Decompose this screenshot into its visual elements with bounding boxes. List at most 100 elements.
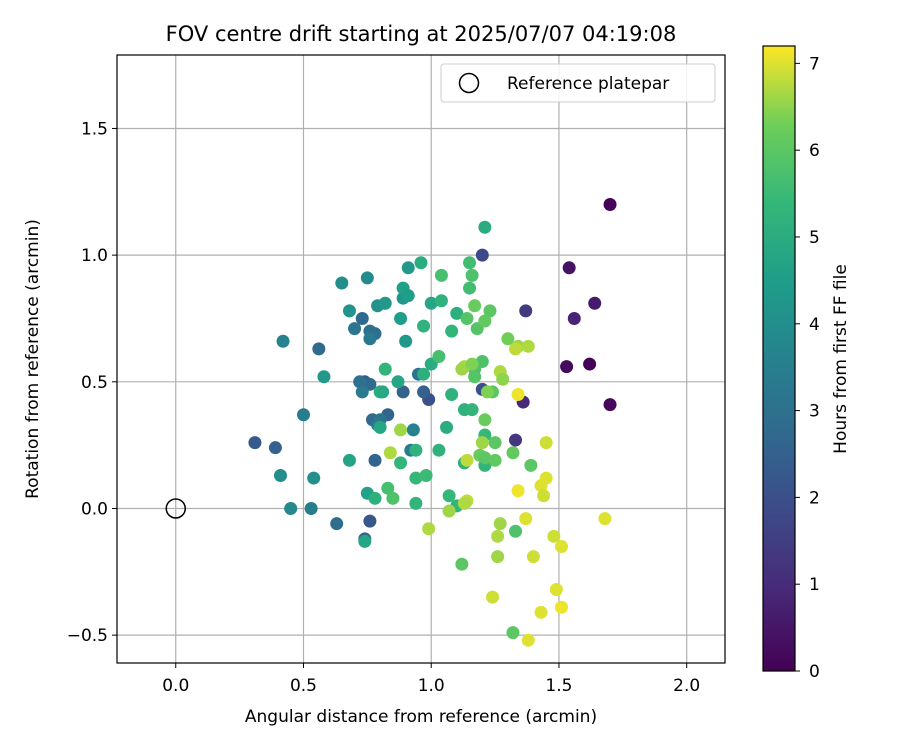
- data-point: [555, 600, 569, 614]
- data-point: [506, 446, 520, 460]
- data-point: [478, 413, 492, 427]
- legend-reference-marker: [458, 72, 480, 94]
- data-point: [539, 436, 553, 450]
- data-point: [450, 306, 464, 320]
- data-point: [307, 471, 321, 485]
- data-point: [463, 256, 477, 270]
- data-point: [442, 504, 456, 518]
- data-point: [445, 387, 459, 401]
- y-axis-label: Rotation from reference (arcmin): [23, 219, 43, 499]
- data-point: [304, 501, 318, 515]
- data-point: [419, 469, 433, 483]
- data-point: [424, 296, 438, 310]
- y-tick-label: 0.5: [81, 373, 108, 393]
- data-point: [509, 524, 523, 538]
- data-point: [506, 626, 520, 640]
- data-point: [440, 420, 454, 434]
- data-point: [422, 522, 436, 536]
- data-point: [598, 512, 612, 526]
- data-point: [475, 355, 489, 369]
- colorbar-gradient: [762, 45, 796, 672]
- colorbar-ticks: 0 1 2 3 4 5 6 7: [795, 54, 820, 682]
- data-point: [519, 512, 533, 526]
- data-point: [483, 304, 497, 318]
- data-point: [363, 332, 377, 346]
- data-point: [417, 319, 431, 333]
- data-point: [603, 197, 617, 211]
- legend: Reference platepar: [440, 63, 716, 103]
- data-point: [386, 491, 400, 505]
- data-point: [562, 261, 576, 275]
- data-point: [414, 256, 428, 270]
- colorbar-tick-label: 1: [809, 575, 820, 595]
- data-point: [519, 304, 533, 318]
- data-point: [432, 349, 446, 363]
- data-point: [555, 539, 569, 553]
- data-point: [353, 375, 367, 389]
- data-point: [521, 339, 535, 353]
- data-point: [465, 268, 479, 282]
- data-point: [511, 484, 525, 498]
- colorbar-tick-label: 0: [809, 662, 820, 682]
- y-tick-label: −0.5: [67, 626, 108, 646]
- data-point: [409, 471, 423, 485]
- data-point: [539, 471, 553, 485]
- data-point: [378, 296, 392, 310]
- data-point: [457, 496, 471, 510]
- data-point: [394, 423, 408, 437]
- data-point: [363, 514, 377, 528]
- x-tick-label: 2.0: [673, 676, 700, 696]
- data-point: [401, 289, 415, 303]
- data-point: [342, 304, 356, 318]
- data-point: [491, 550, 505, 564]
- data-point: [296, 408, 310, 422]
- data-point: [501, 332, 515, 346]
- data-point: [330, 517, 344, 531]
- data-point: [360, 271, 374, 285]
- data-point: [475, 436, 489, 450]
- x-axis-ticks: 0.0 0.5 1.0 1.5 2.0: [162, 663, 700, 696]
- data-point: [486, 590, 500, 604]
- data-point: [465, 403, 479, 417]
- data-point: [394, 311, 408, 325]
- data-point: [491, 529, 505, 543]
- data-point: [383, 446, 397, 460]
- data-point: [603, 398, 617, 412]
- data-point: [335, 276, 349, 290]
- data-point: [432, 443, 446, 457]
- y-tick-label: 1.5: [81, 119, 108, 139]
- data-point: [521, 633, 535, 647]
- data-point: [534, 605, 548, 619]
- data-point: [355, 385, 369, 399]
- reference-marker-layer: [165, 498, 187, 519]
- chart-title: FOV centre drift starting at 2025/07/07 …: [166, 22, 677, 46]
- data-point: [460, 311, 474, 325]
- x-tick-label: 1.5: [545, 676, 572, 696]
- plot-frame: [116, 54, 726, 664]
- x-tick-label: 1.0: [418, 676, 445, 696]
- y-axis-ticks: −0.5 0.0 0.5 1.0 1.5: [67, 119, 117, 646]
- data-point: [480, 385, 494, 399]
- data-point: [478, 220, 492, 234]
- data-point: [537, 489, 551, 503]
- data-point: [394, 456, 408, 470]
- colorbar-tick-label: 3: [809, 402, 820, 422]
- colorbar-tick-label: 7: [809, 54, 820, 74]
- data-point: [409, 496, 423, 510]
- data-point: [511, 387, 525, 401]
- data-point: [417, 367, 431, 381]
- y-tick-label: 1.0: [81, 246, 108, 266]
- y-tick-label: 0.0: [81, 499, 108, 519]
- data-point: [406, 423, 420, 437]
- data-point: [401, 261, 415, 275]
- data-point: [399, 334, 413, 348]
- data-point: [475, 248, 489, 262]
- data-point: [547, 529, 561, 543]
- data-point: [391, 375, 405, 389]
- x-tick-label: 0.0: [162, 676, 189, 696]
- data-point: [588, 296, 602, 310]
- data-point: [478, 314, 492, 328]
- data-point: [348, 322, 362, 336]
- data-point: [496, 372, 510, 386]
